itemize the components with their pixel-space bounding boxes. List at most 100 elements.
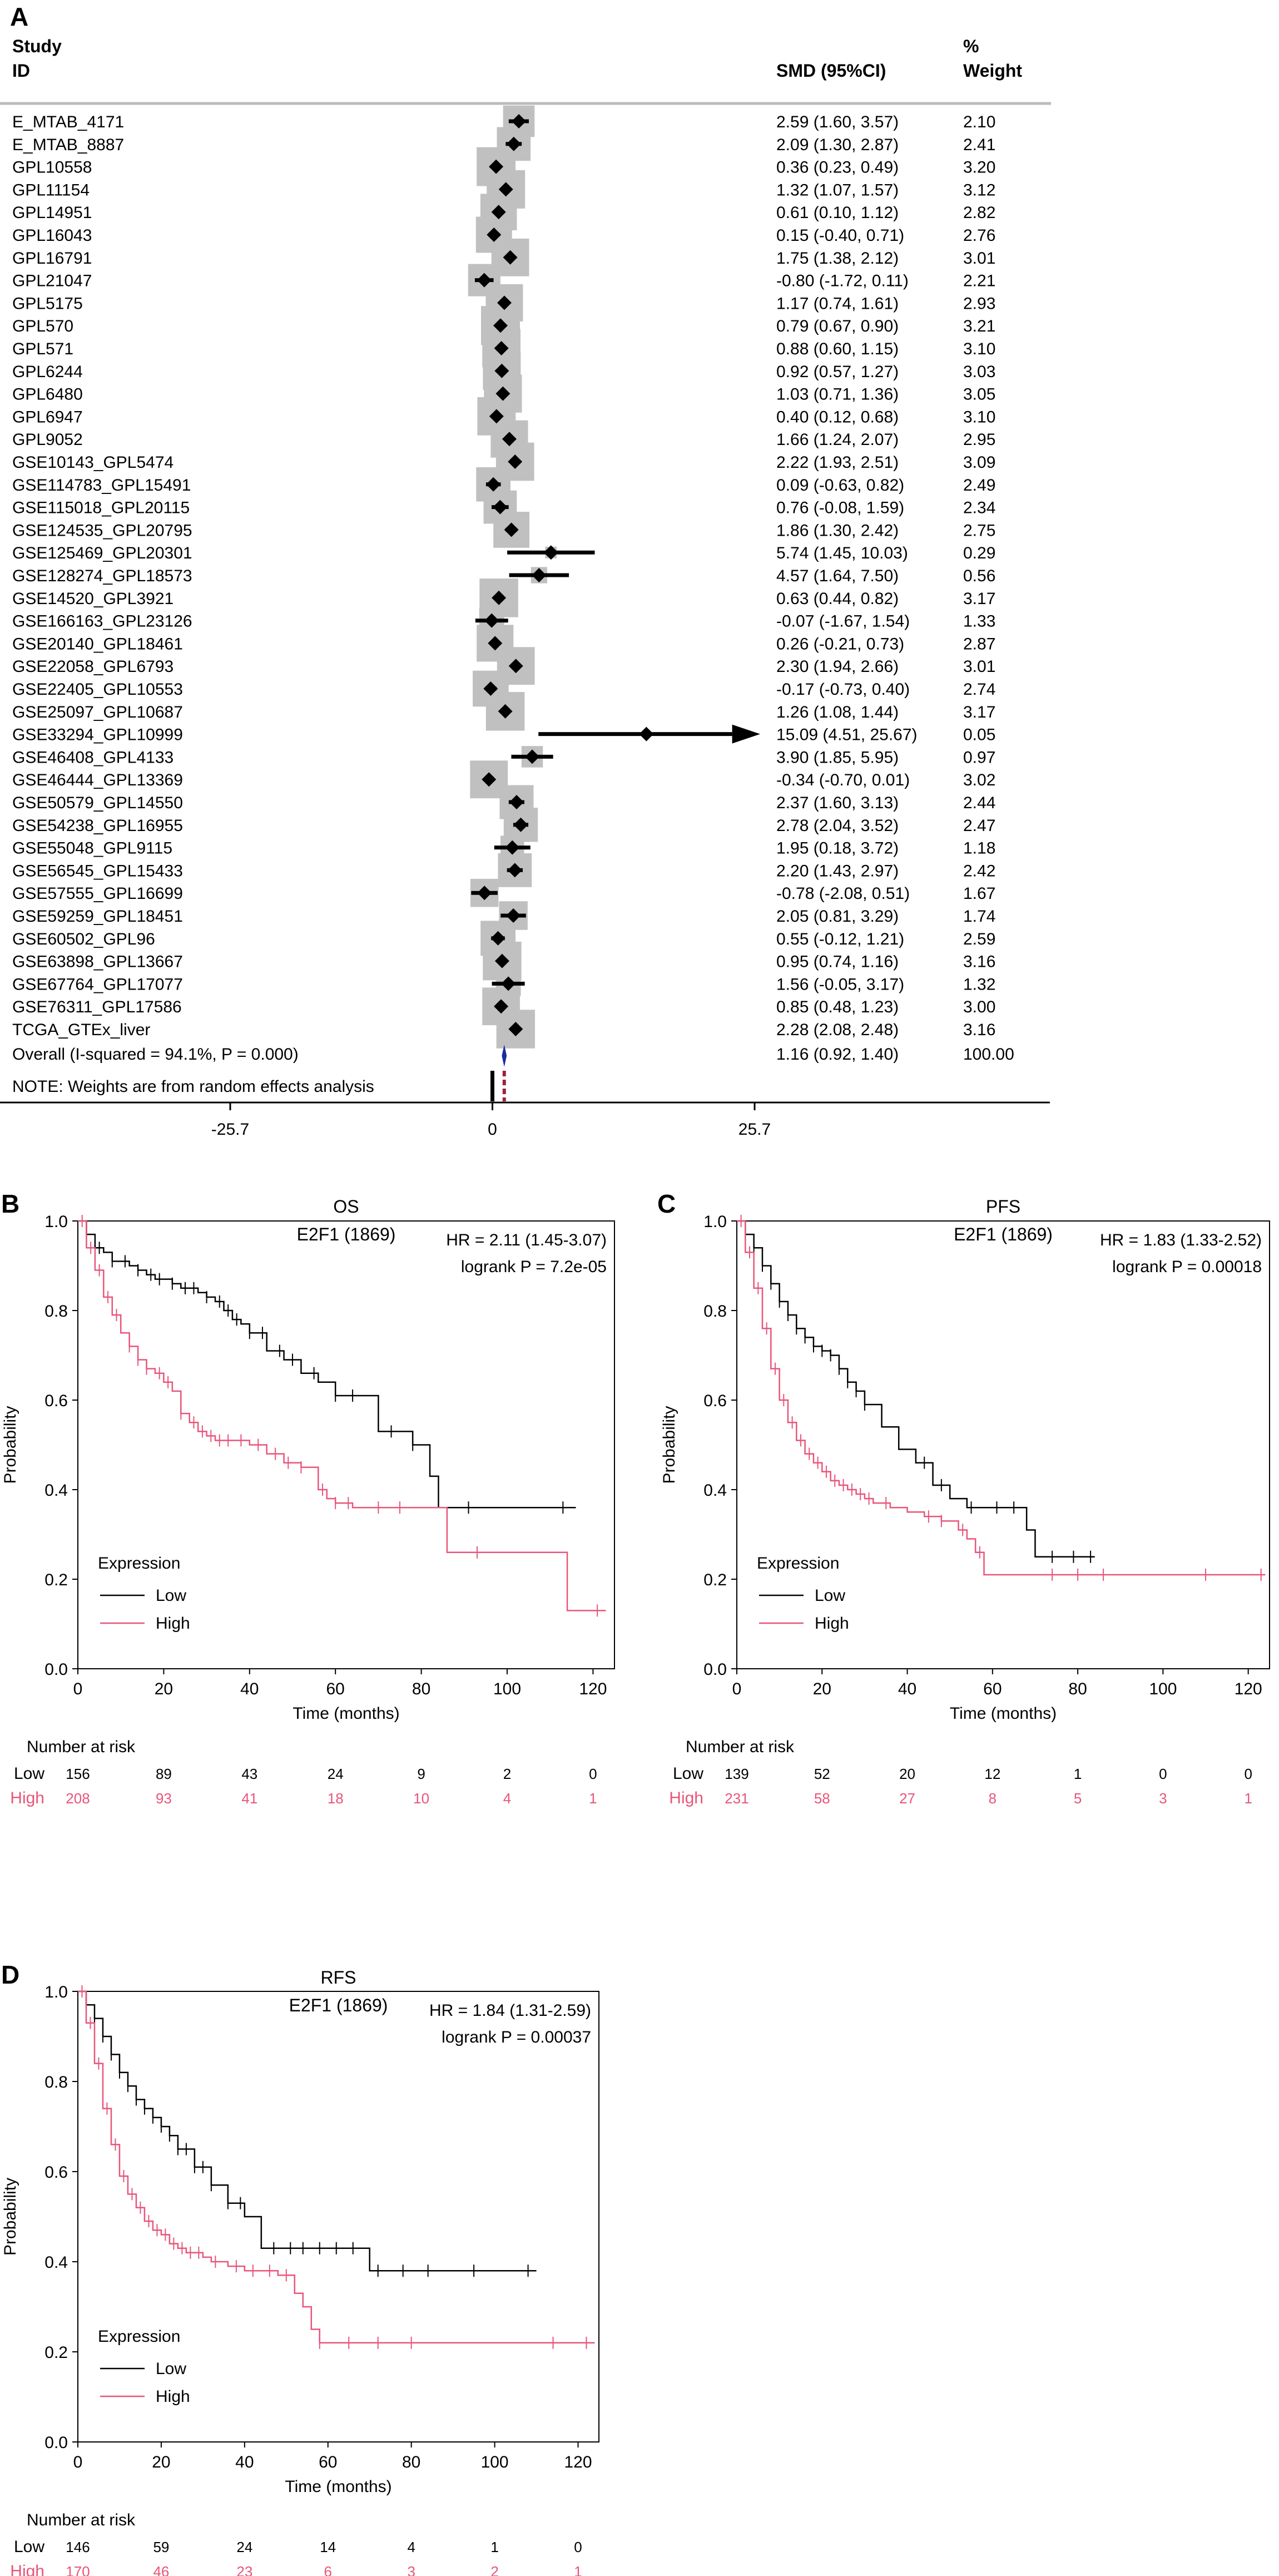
km-x-tick-label: 100 xyxy=(1149,1680,1177,1698)
km-risk-value: 2 xyxy=(490,2563,498,2576)
km-risk-value: 1 xyxy=(589,1790,597,1807)
km-y-tick-label: 0.8 xyxy=(703,1302,727,1321)
forest-study-id: GPL6244 xyxy=(12,363,83,381)
forest-weight-value: 3.16 xyxy=(963,1021,995,1039)
km-subtitle: E2F1 (1869) xyxy=(954,1224,1053,1244)
forest-point-estimate xyxy=(497,295,512,310)
forest-weight-value: 3.17 xyxy=(963,590,995,608)
forest-weight-value: 3.21 xyxy=(963,317,995,335)
km-risk-value: 1 xyxy=(1074,1766,1082,1782)
km-x-axis-label: Time (months) xyxy=(285,2478,391,2496)
km-y-tick-label: 0.2 xyxy=(703,1571,727,1589)
forest-weight-value: 0.56 xyxy=(963,567,995,585)
km-curve-low xyxy=(737,1220,1095,1558)
forest-study-id: GPL9052 xyxy=(12,431,83,449)
forest-smd-ci: 2.37 (1.60, 3.13) xyxy=(776,794,899,812)
km-y-tick-label: 0.0 xyxy=(44,1660,68,1679)
forest-point-estimate xyxy=(508,454,523,469)
forest-point-estimate xyxy=(503,250,518,265)
forest-point-estimate xyxy=(489,159,504,174)
km-y-tick-label: 1.0 xyxy=(703,1213,727,1231)
forest-smd-ci: 0.15 (-0.40, 0.71) xyxy=(776,226,904,245)
km-risk-value: 24 xyxy=(236,2539,252,2555)
forest-study-id: GPL6947 xyxy=(12,408,83,426)
forest-weight-value: 1.32 xyxy=(963,975,995,993)
km-risk-value: 5 xyxy=(1074,1790,1082,1807)
km-risk-value: 18 xyxy=(328,1790,344,1807)
km-risk-value: 139 xyxy=(725,1766,748,1782)
km-y-tick-label: 1.0 xyxy=(44,1213,68,1231)
forest-study-id: GSE128274_GPL18573 xyxy=(12,567,192,585)
forest-smd-ci: 2.78 (2.04, 3.52) xyxy=(776,817,899,835)
forest-overall-label: Overall (I-squared = 94.1%, P = 0.000) xyxy=(12,1045,299,1064)
km-x-tick-label: 60 xyxy=(326,1680,345,1698)
forest-study-id: GSE20140_GPL18461 xyxy=(12,635,183,653)
forest-study-id: TCGA_GTEx_liver xyxy=(12,1021,150,1039)
forest-study-id: GSE125469_GPL20301 xyxy=(12,544,192,562)
forest-note: NOTE: Weights are from random effects an… xyxy=(12,1077,374,1096)
km-curve-high xyxy=(737,1220,1266,1576)
forest-smd-ci: 0.79 (0.67, 0.90) xyxy=(776,317,899,335)
km-risk-row-label: High xyxy=(669,1789,703,1807)
forest-point-estimate xyxy=(490,931,505,946)
forest-weight-value: 0.29 xyxy=(963,544,995,562)
forest-axis-tick-label: 25.7 xyxy=(738,1120,771,1139)
km-x-tick-label: 120 xyxy=(1235,1680,1262,1698)
forest-point-estimate xyxy=(504,522,519,537)
km-risk-value: 208 xyxy=(66,1790,90,1807)
forest-study-id: GSE114783_GPL15491 xyxy=(12,476,191,495)
forest-point-estimate xyxy=(477,886,492,901)
forest-weight-boxes xyxy=(468,105,649,1049)
forest-smd-ci: 2.20 (1.43, 2.97) xyxy=(776,862,899,880)
km-y-tick-label: 0.8 xyxy=(44,2073,68,2092)
km-title: PFS xyxy=(986,1196,1020,1217)
km-subtitle: E2F1 (1869) xyxy=(297,1224,396,1244)
forest-study-id: GSE67764_GPL17077 xyxy=(12,975,183,993)
forest-weight-value: 1.18 xyxy=(963,839,995,858)
forest-study-id: GSE10143_GPL5474 xyxy=(12,453,173,472)
forest-weight-value: 2.76 xyxy=(963,226,995,245)
km-x-tick-label: 120 xyxy=(579,1680,607,1698)
forest-point-estimate xyxy=(494,363,509,378)
forest-header-study: Study xyxy=(12,36,62,56)
forest-smd-ci: 0.92 (0.57, 1.27) xyxy=(776,363,899,381)
forest-point-estimate xyxy=(512,114,527,128)
km-x-tick-label: 40 xyxy=(240,1680,259,1698)
km-risk-value: 156 xyxy=(66,1766,90,1782)
forest-point-estimate xyxy=(488,636,503,651)
forest-point-estimate xyxy=(507,863,522,878)
forest-smd-ci: 3.90 (1.85, 5.95) xyxy=(776,748,899,767)
forest-axis-tick-label: 0 xyxy=(488,1120,497,1139)
forest-study-id: GPL16791 xyxy=(12,249,92,268)
km-risk-row-label: High xyxy=(10,1789,44,1807)
forest-smd-ci: 1.17 (0.74, 1.61) xyxy=(776,294,899,313)
km-risk-value: 4 xyxy=(407,2539,415,2555)
forest-header-percent: % xyxy=(963,36,979,56)
km-plot-frame xyxy=(736,1220,1270,1669)
forest-point-estimate xyxy=(484,613,499,628)
forest-point-estimate xyxy=(491,205,506,220)
km-x-tick-label: 20 xyxy=(813,1680,831,1698)
forest-weight-value: 2.21 xyxy=(963,272,995,290)
forest-point-estimate xyxy=(506,136,521,151)
forest-study-id: GSE60502_GPL96 xyxy=(12,930,155,948)
forest-weight-value: 2.49 xyxy=(963,476,995,495)
forest-weight-value: 3.20 xyxy=(963,159,995,177)
forest-smd-ci: 2.09 (1.30, 2.87) xyxy=(776,136,899,154)
km-plot-frame xyxy=(77,1991,599,2442)
forest-smd-ci: 0.36 (0.23, 0.49) xyxy=(776,159,899,177)
km-risk-value: 146 xyxy=(66,2539,90,2555)
km-hazard-ratio: HR = 2.11 (1.45-3.07) xyxy=(446,1231,607,1249)
km-legend-entry: Low xyxy=(156,1586,186,1605)
forest-weight-value: 1.74 xyxy=(963,907,995,926)
forest-weight-value: 3.17 xyxy=(963,703,995,721)
km-legend-entry: High xyxy=(815,1614,849,1633)
km-legend-title: Expression xyxy=(757,1554,839,1573)
forest-smd-ci: 0.76 (-0.08, 1.59) xyxy=(776,499,904,517)
forest-weight-value: 2.44 xyxy=(963,794,995,812)
forest-weight-value: 1.33 xyxy=(963,612,995,631)
forest-weight-value: 3.01 xyxy=(963,249,995,268)
forest-study-id: GSE46408_GPL4133 xyxy=(12,748,173,767)
km-risk-value: 12 xyxy=(984,1766,1000,1782)
